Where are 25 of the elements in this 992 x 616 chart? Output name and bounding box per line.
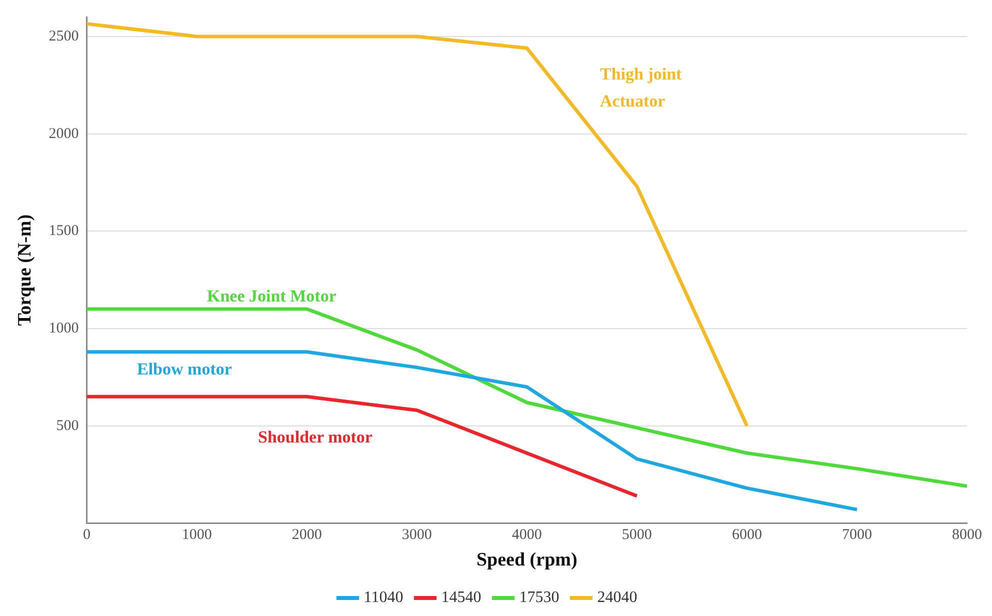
x-tick-label: 1000 <box>182 527 212 544</box>
y-tick-label: 2000 <box>48 126 79 142</box>
x-tick-label: 3000 <box>402 527 432 544</box>
annotation: Elbow motor <box>137 359 232 378</box>
legend-label: 17530 <box>519 589 560 606</box>
x-tick-label: 8000 <box>952 527 982 544</box>
x-tick-label: 0 <box>83 527 91 544</box>
x-tick-label: 6000 <box>732 527 762 544</box>
y-tick-label: 1000 <box>48 320 79 336</box>
y-tick-label: 1500 <box>48 223 79 240</box>
annotation: Thigh joint <box>600 64 682 84</box>
x-tick-label: 7000 <box>842 527 872 544</box>
annotation: Actuator <box>600 91 666 110</box>
y-axis-title: Torque (N-m) <box>14 214 36 326</box>
legend-label: 24040 <box>597 589 638 606</box>
y-tick-label: 500 <box>56 418 79 434</box>
legend-label: 14540 <box>441 589 482 606</box>
x-tick-label: 4000 <box>512 527 542 544</box>
annotation: Knee Joint Motor <box>207 286 337 306</box>
y-tick-label: 2500 <box>48 28 79 44</box>
x-axis-title: Speed (rpm) <box>476 550 578 571</box>
legend-label: 11040 <box>364 589 404 606</box>
annotation: Shoulder motor <box>258 427 373 446</box>
x-tick-label: 5000 <box>622 527 652 544</box>
x-tick-label: 2000 <box>292 527 322 544</box>
